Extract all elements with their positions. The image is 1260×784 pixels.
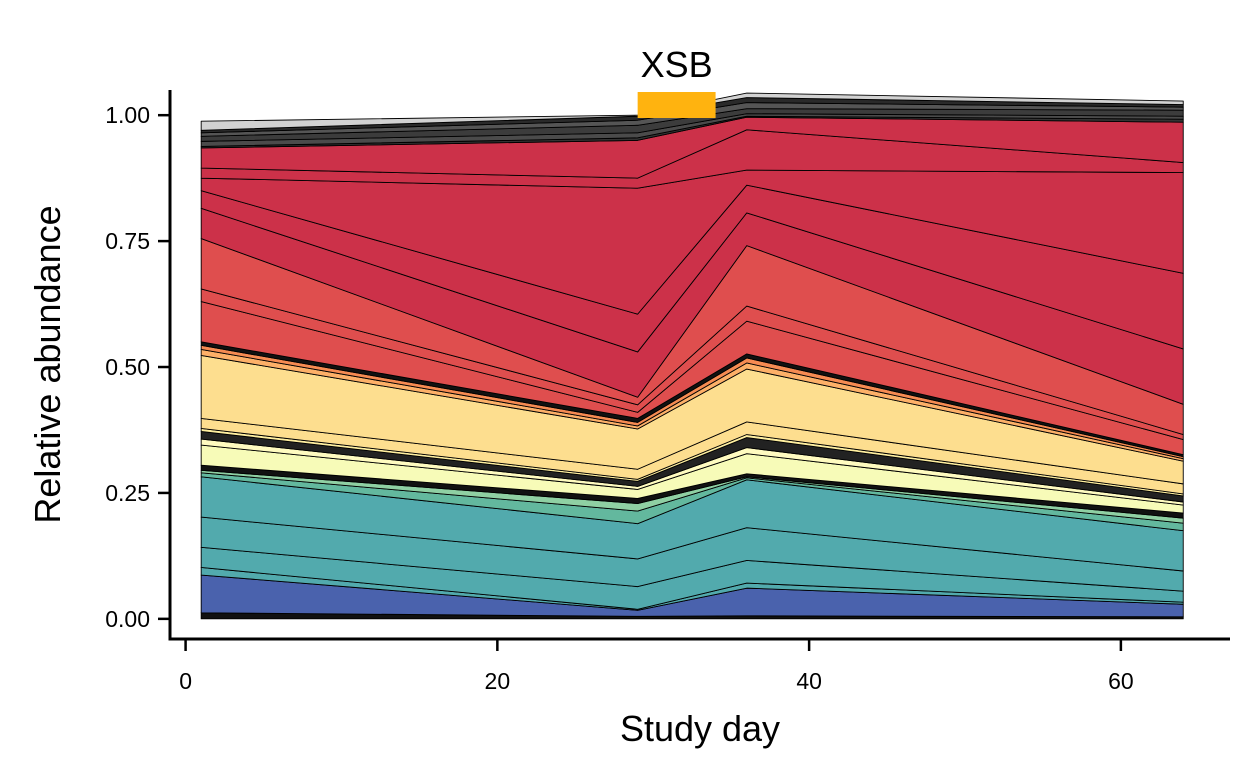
xsb-period-bar	[637, 92, 716, 118]
y-tick-label: 0.00	[105, 606, 150, 632]
axes-layer	[168, 90, 1230, 641]
y-tick-label: 0.75	[105, 228, 150, 254]
x-tick-label: 0	[179, 668, 192, 694]
x-tick-label: 60	[1108, 668, 1134, 694]
xsb-label: XSB	[641, 44, 713, 85]
annotation-layer: XSB	[637, 44, 716, 118]
y-tick-label: 1.00	[105, 102, 150, 128]
y-axis-title: Relative abundance	[27, 205, 68, 523]
y-tick-label: 0.25	[105, 480, 150, 506]
x-tick-label: 40	[796, 668, 822, 694]
y-tick-label: 0.50	[105, 354, 150, 380]
x-tick-label: 20	[485, 668, 511, 694]
x-axis-title: Study day	[620, 708, 780, 749]
area-series-layer	[200, 92, 1184, 620]
ticks-layer: 0.00 0.25 0.50 0.75 1.00 0 20 40 60	[105, 102, 1133, 694]
